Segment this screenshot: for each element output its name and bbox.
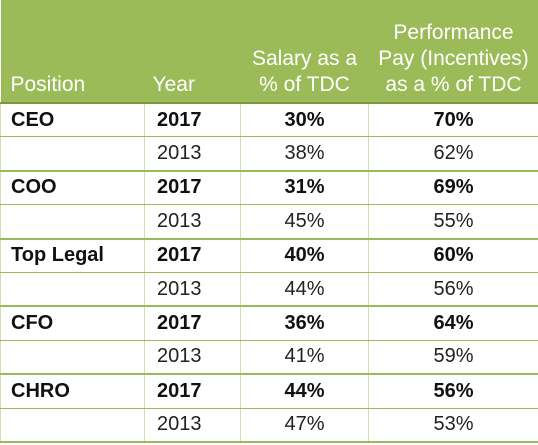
- cell-position: CHRO: [0, 374, 145, 409]
- table-row: 2013 45% 55%: [0, 204, 538, 240]
- cell-year: 2017: [144, 374, 241, 409]
- table-row: Top Legal 2017 40% 60%: [0, 238, 538, 273]
- header-performance-line2: Pay (Incentives): [378, 47, 529, 70]
- cell-performance: 70%: [368, 103, 538, 138]
- cell-year: 2013: [144, 136, 241, 172]
- cell-position: [0, 340, 145, 376]
- table-row: COO 2017 31% 69%: [0, 170, 538, 206]
- cell-salary: 47%: [240, 408, 369, 443]
- cell-salary: 31%: [240, 170, 369, 206]
- cell-performance: 56%: [368, 272, 538, 308]
- table-header: Position Year Salary as a % of TDC Perfo…: [0, 0, 538, 104]
- header-performance-line1: Performance: [393, 21, 514, 44]
- cell-salary: 44%: [240, 374, 369, 409]
- cell-position: Top Legal: [0, 238, 145, 273]
- cell-performance: 53%: [368, 408, 538, 443]
- cell-year: 2013: [144, 408, 241, 443]
- header-year: Year: [144, 0, 241, 104]
- header-performance: Performance Pay (Incentives) as a % of T…: [368, 0, 538, 104]
- header-salary-line1: Salary as a: [251, 47, 358, 70]
- cell-position: CEO: [0, 103, 145, 138]
- table-row: 2013 41% 59%: [0, 340, 538, 376]
- cell-year: 2017: [144, 103, 241, 138]
- cell-position: [0, 408, 145, 443]
- table-row: 2013 47% 53%: [0, 408, 538, 443]
- cell-performance: 64%: [368, 306, 538, 341]
- cell-performance: 60%: [368, 238, 538, 273]
- cell-position: [0, 204, 145, 240]
- cell-position: [0, 136, 145, 172]
- cell-position: COO: [0, 170, 145, 206]
- cell-year: 2013: [144, 340, 241, 376]
- cell-performance: 55%: [368, 204, 538, 240]
- cell-performance: 62%: [368, 136, 538, 172]
- table-row: CHRO 2017 44% 56%: [0, 374, 538, 409]
- cell-salary: 45%: [240, 204, 369, 240]
- table-row: 2013 38% 62%: [0, 136, 538, 172]
- table-row: CFO 2017 36% 64%: [0, 306, 538, 341]
- cell-year: 2013: [144, 204, 241, 240]
- cell-year: 2017: [144, 238, 241, 273]
- header-performance-line3: as a % of TDC: [385, 73, 522, 96]
- header-salary-line2: % of TDC: [259, 73, 350, 96]
- table-row: CEO 2017 30% 70%: [0, 103, 538, 138]
- header-row: Position Year Salary as a % of TDC Perfo…: [0, 0, 538, 104]
- cell-salary: 40%: [240, 238, 369, 273]
- cell-year: 2017: [144, 170, 241, 206]
- cell-salary: 38%: [240, 136, 369, 172]
- cell-salary: 44%: [240, 272, 369, 308]
- header-position: Position: [0, 0, 145, 104]
- cell-salary: 30%: [240, 103, 369, 138]
- cell-performance: 69%: [368, 170, 538, 206]
- cell-salary: 36%: [240, 306, 369, 341]
- cell-salary: 41%: [240, 340, 369, 376]
- cell-position: CFO: [0, 306, 145, 341]
- cell-year: 2017: [144, 306, 241, 341]
- cell-year: 2013: [144, 272, 241, 308]
- cell-position: [0, 272, 145, 308]
- table-row: 2013 44% 56%: [0, 272, 538, 308]
- header-salary: Salary as a % of TDC: [240, 0, 369, 104]
- cell-performance: 56%: [368, 374, 538, 409]
- cell-performance: 59%: [368, 340, 538, 376]
- table-body: CEO 2017 30% 70% 2013 38% 62% COO 2017 3…: [0, 103, 538, 443]
